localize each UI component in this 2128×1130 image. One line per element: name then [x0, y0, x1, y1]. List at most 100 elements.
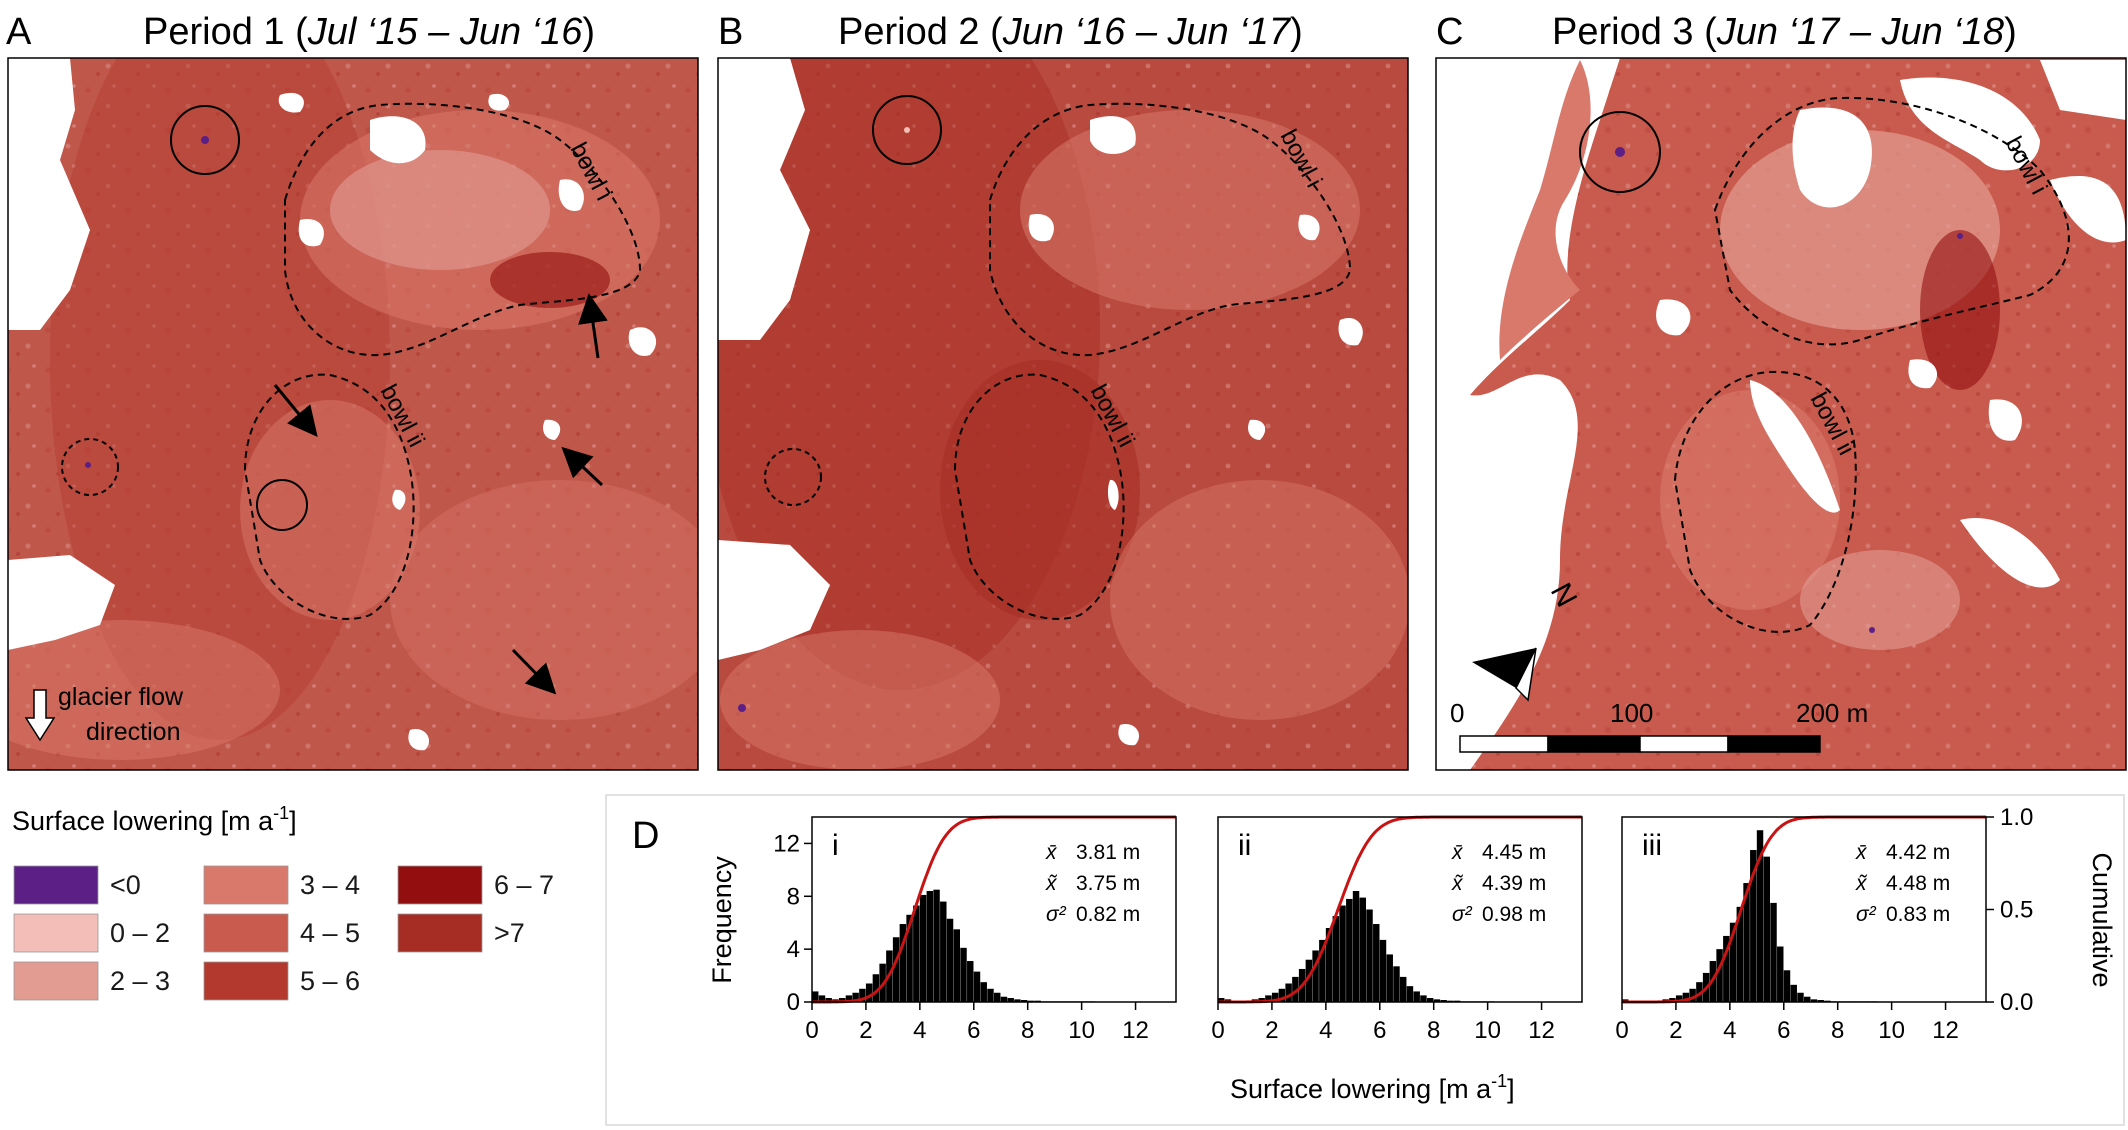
histogram-bar	[1433, 999, 1441, 1002]
y2-tick-label: 1.0	[2000, 804, 2033, 831]
histogram-bar	[1675, 995, 1683, 1002]
legend-swatch	[13, 865, 99, 905]
stat-value: 0.82 m	[1076, 903, 1140, 926]
histogram-bar	[1393, 966, 1400, 1002]
panel-a-title: Period 1 (Jul ‘15 – Jun ‘16)	[143, 11, 595, 53]
panel-b-title: Period 2 (Jun ‘16 – Jun ‘17)	[838, 11, 1303, 53]
x-tick-label: 2	[859, 1017, 872, 1044]
stat-symbol: x̄	[1451, 841, 1464, 864]
scale-label-0: 0	[1450, 698, 1464, 728]
stat-symbol: σ²	[1046, 903, 1067, 926]
panel-a: A Period 1 (Jul ‘15 – Jun ‘16)	[6, 11, 699, 771]
histogram-bar	[1797, 992, 1804, 1002]
histogram-bar	[845, 995, 853, 1002]
histogram-bar	[906, 914, 913, 1002]
x-tick-label: 0	[1615, 1017, 1628, 1044]
histogram-bar	[1007, 998, 1014, 1002]
x-tick-label: 12	[1528, 1017, 1555, 1044]
histogram-bar	[812, 991, 819, 1002]
histogram-bar	[1736, 906, 1744, 1002]
histogram-bar	[940, 901, 947, 1002]
legend-label: >7	[494, 918, 525, 948]
histogram-bar	[1359, 897, 1366, 1002]
subplot-label: i	[832, 829, 839, 862]
histogram-bar	[852, 992, 859, 1002]
legend-swatch	[13, 913, 99, 953]
histogram-bar	[825, 998, 832, 1002]
histogram-bar	[973, 971, 981, 1002]
y2-tick-label: 0.5	[2000, 897, 2033, 924]
legend-label: 3 – 4	[300, 870, 360, 900]
x-tick-label: 8	[1021, 1017, 1034, 1044]
histogram-bar	[960, 947, 967, 1002]
stat-value: 3.81 m	[1076, 841, 1140, 864]
x-tick-label: 6	[1373, 1017, 1386, 1044]
glacier-flow-label-line2: direction	[86, 718, 181, 746]
y-tick-label: 4	[787, 936, 800, 963]
x-tick-label: 6	[967, 1017, 980, 1044]
histogram-bar	[1218, 998, 1225, 1002]
histogram-bar	[1413, 991, 1420, 1002]
glacier-flow-label-line1: glacier flow	[58, 683, 184, 711]
x-tick-label: 10	[1068, 1017, 1095, 1044]
stat-value: 4.48 m	[1886, 872, 1950, 895]
legend: Surface lowering [m a-1] <0 0 – 2 2 – 3 3 –…	[12, 803, 554, 1001]
x-tick-label: 12	[1122, 1017, 1149, 1044]
histogram-bar	[1366, 909, 1373, 1002]
glacier-flow-arrow	[24, 689, 56, 742]
histogram-bar	[1258, 998, 1265, 1002]
histogram-bar	[1400, 976, 1407, 1002]
histogram-bar	[1420, 995, 1427, 1002]
histogram-bar	[1729, 922, 1737, 1002]
histogram-bar	[953, 929, 960, 1002]
histogram-bar	[913, 905, 920, 1002]
stat-value: 4.39 m	[1482, 872, 1546, 895]
stat-value: 4.45 m	[1482, 841, 1546, 864]
histogram-bar	[987, 988, 994, 1002]
histogram-bar	[872, 974, 880, 1002]
legend-label: 0 – 2	[110, 918, 170, 948]
histogram-bar	[1426, 998, 1434, 1002]
histogram-bar	[1783, 970, 1791, 1002]
histogram-bar	[1750, 850, 1757, 1002]
histogram-bar	[1332, 916, 1340, 1002]
histogram-bar	[818, 995, 826, 1002]
x-tick-label: 0	[805, 1017, 818, 1044]
map-b: bowl i bowl ii	[718, 58, 1408, 770]
histogram-iii: 0 2 4 6 8 10 12 0.0 0.5 1.0 iii x̄ 4.42 m x̃ 4.48 m σ² 0…	[1615, 804, 2033, 1044]
stat-symbol: x̄	[1855, 841, 1868, 864]
legend-label: 6 – 7	[494, 870, 554, 900]
histogram-bar	[1790, 984, 1797, 1002]
y-tick-label: 12	[773, 830, 800, 857]
histogram-bar	[1696, 982, 1703, 1002]
histogram-bar	[1669, 998, 1676, 1002]
panel-c-letter: C	[1436, 11, 1463, 53]
histogram-i: 0 2 4 6 8 10 12 0 4 8 12 i x̄ 3.81 m x̃ 3.75 m σ² 0.82 m	[773, 815, 1177, 1044]
stat-symbol: x̄	[1045, 841, 1058, 864]
histogram-bar	[1014, 999, 1021, 1002]
histogram-bar	[1743, 883, 1750, 1002]
histogram-bar	[838, 998, 846, 1002]
legend-label: <0	[110, 870, 141, 900]
frequency-axis-label: Frequency	[707, 856, 737, 984]
histogram-bar	[933, 889, 940, 1002]
histogram-bar	[1689, 988, 1696, 1002]
histogram-bar	[1352, 891, 1360, 1002]
x-tick-label: 2	[1669, 1017, 1682, 1044]
scale-label-200: 200 m	[1796, 698, 1868, 728]
histogram-bar	[926, 891, 934, 1002]
legend-label: 5 – 6	[300, 966, 360, 996]
histogram-bar	[1265, 995, 1272, 1002]
y-tick-label: 0	[787, 989, 800, 1016]
stat-value: 3.75 m	[1076, 872, 1140, 895]
stat-symbol: σ²	[1452, 903, 1473, 926]
histogram-bar	[1777, 946, 1784, 1002]
histogram-bar	[1406, 986, 1414, 1002]
stat-value: 0.83 m	[1886, 903, 1950, 926]
histogram-bar	[1278, 988, 1286, 1002]
panel-d: D Frequency Cumulative Surface lowering …	[605, 794, 2125, 1126]
surface-lowering-axis-label: Surface lowering [m a-1]	[1230, 1071, 1515, 1104]
x-tick-label: 4	[1319, 1017, 1332, 1044]
